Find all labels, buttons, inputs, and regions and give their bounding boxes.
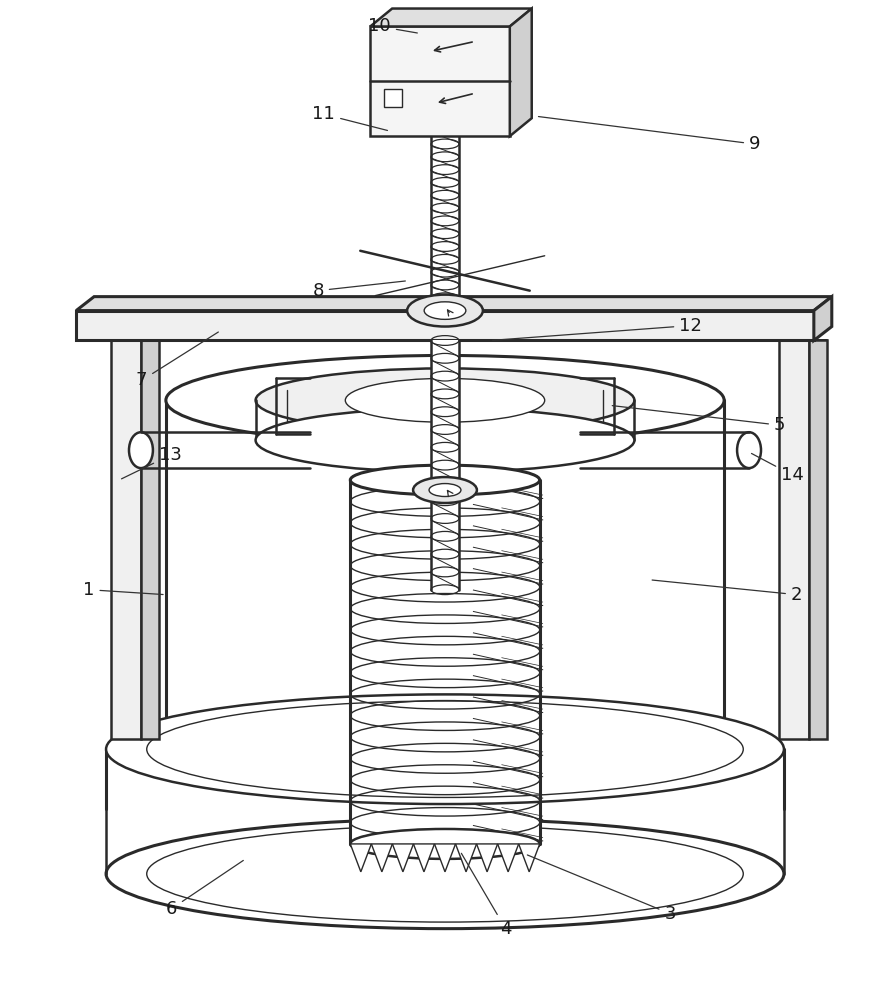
Ellipse shape xyxy=(351,829,539,859)
Text: 14: 14 xyxy=(751,453,804,484)
Polygon shape xyxy=(809,340,827,739)
Polygon shape xyxy=(392,844,414,872)
Polygon shape xyxy=(813,297,832,340)
Polygon shape xyxy=(476,844,498,872)
Bar xyxy=(111,340,141,739)
Bar xyxy=(351,480,539,844)
Polygon shape xyxy=(434,844,456,872)
Polygon shape xyxy=(351,844,371,872)
Text: 8: 8 xyxy=(312,281,405,300)
Polygon shape xyxy=(370,9,531,26)
Polygon shape xyxy=(77,297,832,311)
Text: 10: 10 xyxy=(368,17,417,35)
Text: 7: 7 xyxy=(136,332,218,389)
Bar xyxy=(431,340,459,590)
Ellipse shape xyxy=(351,465,539,495)
Ellipse shape xyxy=(106,694,784,804)
Text: 9: 9 xyxy=(538,117,761,153)
Ellipse shape xyxy=(166,704,724,794)
Polygon shape xyxy=(456,844,476,872)
Text: 12: 12 xyxy=(493,317,702,340)
Ellipse shape xyxy=(429,484,461,497)
Text: 13: 13 xyxy=(122,446,182,479)
Ellipse shape xyxy=(413,477,477,503)
Bar xyxy=(431,131,459,311)
Text: 6: 6 xyxy=(166,860,243,918)
Bar xyxy=(779,340,809,739)
Text: 11: 11 xyxy=(312,105,387,130)
Ellipse shape xyxy=(255,368,635,432)
Bar xyxy=(384,89,402,107)
Ellipse shape xyxy=(407,295,483,327)
Text: 1: 1 xyxy=(83,581,163,599)
Ellipse shape xyxy=(106,819,784,929)
Text: 2: 2 xyxy=(652,580,803,604)
Bar xyxy=(77,311,813,340)
Ellipse shape xyxy=(345,378,545,422)
Polygon shape xyxy=(141,340,159,739)
Text: 3: 3 xyxy=(527,855,676,923)
Ellipse shape xyxy=(255,408,635,472)
Bar xyxy=(370,26,510,136)
Text: 4: 4 xyxy=(461,853,512,938)
Ellipse shape xyxy=(425,302,465,319)
Ellipse shape xyxy=(129,432,153,468)
Polygon shape xyxy=(414,844,434,872)
Bar xyxy=(166,400,724,749)
Polygon shape xyxy=(498,844,519,872)
Text: 5: 5 xyxy=(612,406,786,434)
Polygon shape xyxy=(519,844,539,872)
Ellipse shape xyxy=(737,432,761,468)
Polygon shape xyxy=(510,9,531,136)
Ellipse shape xyxy=(166,355,724,445)
Polygon shape xyxy=(371,844,392,872)
